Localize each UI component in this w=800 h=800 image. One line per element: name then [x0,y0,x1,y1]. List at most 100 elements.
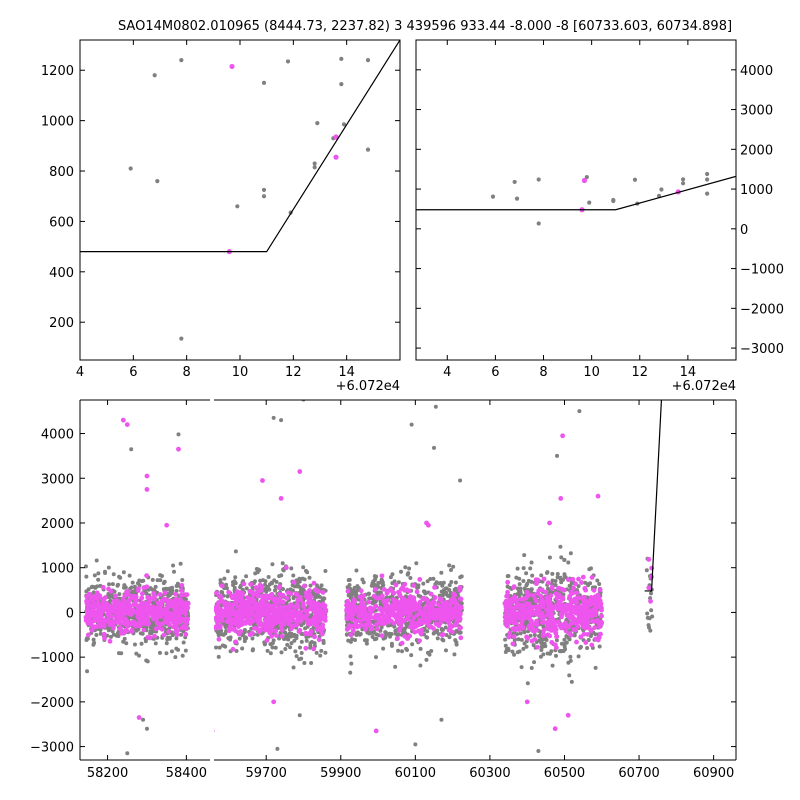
data-point-gray [649,608,654,613]
data-point-gray [348,654,353,659]
data-point-magenta [508,619,513,624]
data-point-magenta [303,590,309,596]
data-point-gray [183,648,188,653]
data-point-magenta [547,607,553,613]
data-point-gray [273,645,278,650]
data-point-gray [166,594,171,599]
data-point-magenta [108,588,114,594]
data-point-magenta [299,614,305,620]
data-point-gray [115,583,120,588]
data-point-magenta [395,636,400,641]
data-point-magenta [344,609,350,615]
data-point-gray [307,575,312,580]
x-tick-label: 60700 [618,766,659,781]
data-point-gray [289,634,294,639]
data-point-magenta [144,473,150,479]
data-point-gray [519,637,524,642]
data-point-magenta [125,591,130,597]
data-point-gray [560,648,565,653]
data-point-gray [129,447,134,452]
data-point-magenta [346,623,352,628]
data-point-magenta [446,611,451,617]
data-point-gray [158,573,163,578]
x-tick-label: 60300 [469,766,510,781]
data-point-magenta [164,522,170,528]
data-point-magenta [89,596,95,602]
data-point-gray [299,650,304,655]
data-point-gray [84,574,89,579]
data-point-magenta [266,595,272,601]
y-tick-label: −1000 [740,263,784,278]
data-point-magenta [167,602,173,608]
data-point-gray [110,582,115,587]
data-point-gray [301,565,306,570]
data-point-gray [439,589,444,594]
data-point-magenta [514,597,520,603]
data-point-magenta [141,604,146,610]
data-point-gray [233,549,238,554]
data-point-magenta [592,625,598,631]
x-offset-label: +6.072e4 [336,379,400,394]
data-point-magenta [306,596,312,602]
x-tick-label: 8 [539,365,547,380]
data-point-gray [312,641,317,646]
data-point-gray [555,453,560,458]
data-point-magenta [454,620,460,626]
data-point-gray [297,576,302,581]
data-point-magenta [171,624,176,630]
data-point-magenta [574,590,580,596]
x-tick-label: 10 [583,365,600,380]
y-tick-label: 800 [49,165,74,180]
data-point-magenta [362,604,367,610]
data-point-magenta [433,621,439,627]
data-point-magenta [85,608,91,613]
data-point-magenta [532,596,538,602]
data-point-gray [524,583,529,588]
data-point-magenta [158,614,164,619]
data-point-magenta [316,624,322,630]
data-point-magenta [352,604,358,610]
data-point-gray [153,584,158,589]
data-point-gray [288,645,293,650]
data-point-gray [91,590,96,595]
data-point-magenta [396,609,402,615]
y-tick-label: 1000 [41,115,74,130]
data-point-magenta [534,610,540,616]
data-point-gray [277,574,282,579]
data-point-magenta [344,614,350,620]
data-point-gray [179,632,184,637]
data-point-gray [367,631,372,636]
data-point-gray [705,171,710,177]
data-point-gray [179,336,184,341]
data-point-gray [521,579,526,584]
data-point-magenta [120,596,126,602]
data-point-gray [532,632,537,637]
data-point-magenta [129,611,135,617]
data-point-gray [141,717,146,722]
data-point-magenta [412,622,417,628]
data-point-magenta [457,584,463,590]
data-point-magenta [269,633,274,639]
data-point-magenta [588,601,594,607]
data-point-gray [550,663,555,668]
data-point-magenta [354,624,360,630]
data-point-gray [538,654,543,659]
data-point-magenta [576,576,581,582]
y-tick-label: −1000 [30,651,74,666]
data-point-gray [265,648,270,653]
data-point-magenta [217,607,223,613]
data-point-gray [235,204,240,209]
data-point-gray [433,404,438,409]
data-point-magenta [550,616,556,622]
data-point-gray [279,650,284,655]
data-point-gray [440,583,445,588]
data-point-magenta [438,620,443,626]
data-point-gray [439,717,444,722]
data-point-gray [439,570,444,575]
data-point-gray [244,574,249,579]
data-point-magenta [173,606,179,611]
data-point-gray [217,645,222,650]
data-point-magenta [249,630,255,636]
data-point-magenta [97,623,103,629]
data-point-magenta [524,589,530,595]
